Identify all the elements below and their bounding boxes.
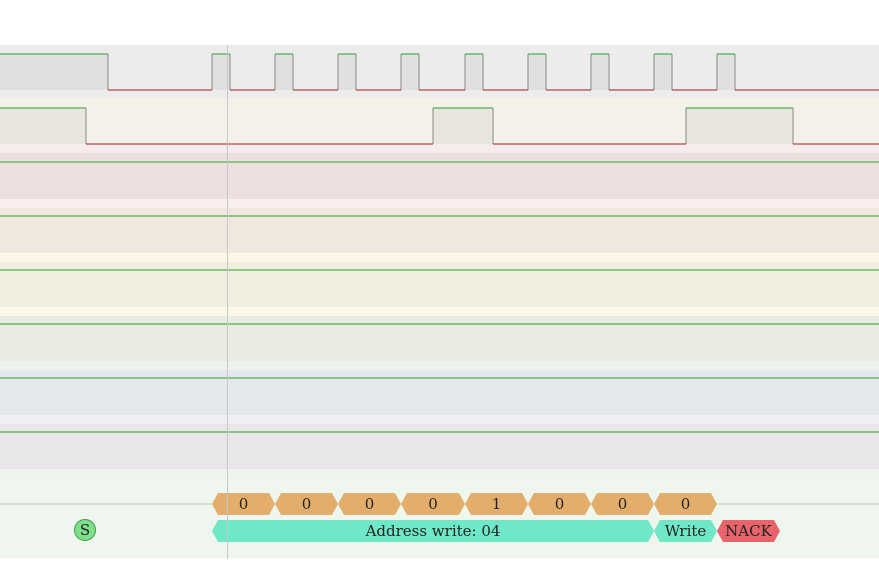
- rw-bit-annotation[interactable]: Write: [654, 520, 717, 542]
- idle-channel-waveforms: [0, 161, 879, 433]
- decoded-bit-5[interactable]: 0: [528, 493, 591, 515]
- nack-annotation[interactable]: NACK: [717, 520, 780, 542]
- decoder-lane[interactable]: [0, 478, 879, 558]
- decoded-bit-0[interactable]: 0: [212, 493, 275, 515]
- channel-1-waveform: [0, 107, 879, 145]
- decoded-bit-1[interactable]: 0: [275, 493, 338, 515]
- decoded-bit-6[interactable]: 0: [591, 493, 654, 515]
- lane-subbands: [0, 144, 879, 478]
- address-write-annotation[interactable]: Address write: 04: [212, 520, 654, 542]
- time-cursor[interactable]: [227, 45, 228, 559]
- decoded-bit-2[interactable]: 0: [338, 493, 401, 515]
- decoded-bit-7[interactable]: 0: [654, 493, 717, 515]
- start-condition-marker[interactable]: S: [74, 519, 96, 541]
- channel-0-waveform: [0, 53, 879, 91]
- decoded-bit-4[interactable]: 1: [465, 493, 528, 515]
- decoded-bit-3[interactable]: 0: [401, 493, 465, 515]
